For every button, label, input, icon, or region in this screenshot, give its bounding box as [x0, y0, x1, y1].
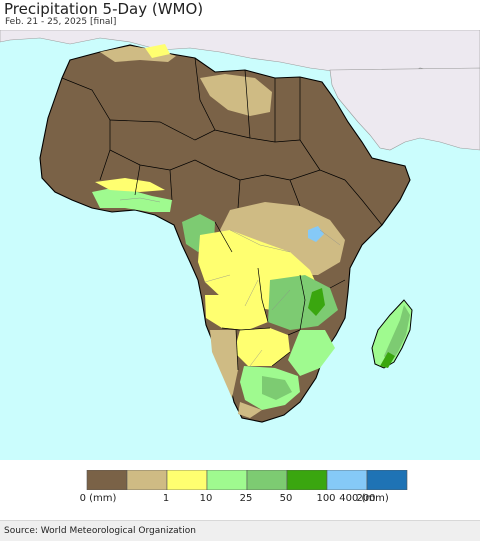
cape-light	[238, 402, 262, 418]
legend-swatch	[246, 470, 288, 490]
south-africa-wet	[262, 376, 292, 400]
middle-east-landmass	[329, 67, 480, 151]
namibia-light	[210, 330, 238, 398]
legend-color-bar	[86, 470, 408, 490]
madagascar-east-wet	[384, 305, 410, 364]
legend-label: 10	[199, 493, 213, 504]
precipitation-map	[0, 30, 480, 460]
map-footer: Source: World Meteorological Organizatio…	[0, 520, 480, 541]
legend-label: 0 (mm)	[79, 493, 117, 504]
legend-label: 25	[239, 493, 253, 504]
legend-label: 1	[162, 493, 170, 504]
botswana-rain	[234, 328, 290, 366]
west-africa-inland-rain	[95, 178, 165, 192]
map-legend: 0 (mm) 1 10 25 50 100 200 400 (mm)	[0, 460, 480, 520]
madagascar-heavy-rain	[380, 352, 395, 368]
west-africa-coast-rain	[92, 188, 172, 212]
legend-swatch	[126, 470, 168, 490]
legend-swatch	[166, 470, 208, 490]
legend-swatch	[366, 470, 408, 490]
legend-swatch	[286, 470, 328, 490]
map-date-range: Feb. 21 - 25, 2025 [final]	[5, 17, 117, 27]
map-header: Precipitation 5-Day (WMO) Feb. 21 - 25, …	[0, 0, 480, 30]
legend-swatch	[326, 470, 368, 490]
mozambique-rain	[288, 330, 335, 376]
legend-label: 200	[356, 493, 376, 504]
source-credit: Source: World Meteorological Organizatio…	[4, 526, 196, 536]
malawi-heavy	[308, 288, 325, 316]
tunisia-rain	[145, 44, 170, 58]
legend-label: 400 (mm)	[339, 493, 389, 504]
angola-rain	[205, 295, 268, 330]
admin-borders	[119, 197, 341, 367]
map-title: Precipitation 5-Day (WMO)	[4, 0, 204, 18]
country-borders	[61, 57, 383, 371]
libya-light-rain	[200, 74, 272, 116]
legend-label: 50	[279, 493, 293, 504]
legend-swatch	[206, 470, 248, 490]
legend-label: 100	[316, 493, 336, 504]
legend-swatch	[86, 470, 128, 490]
